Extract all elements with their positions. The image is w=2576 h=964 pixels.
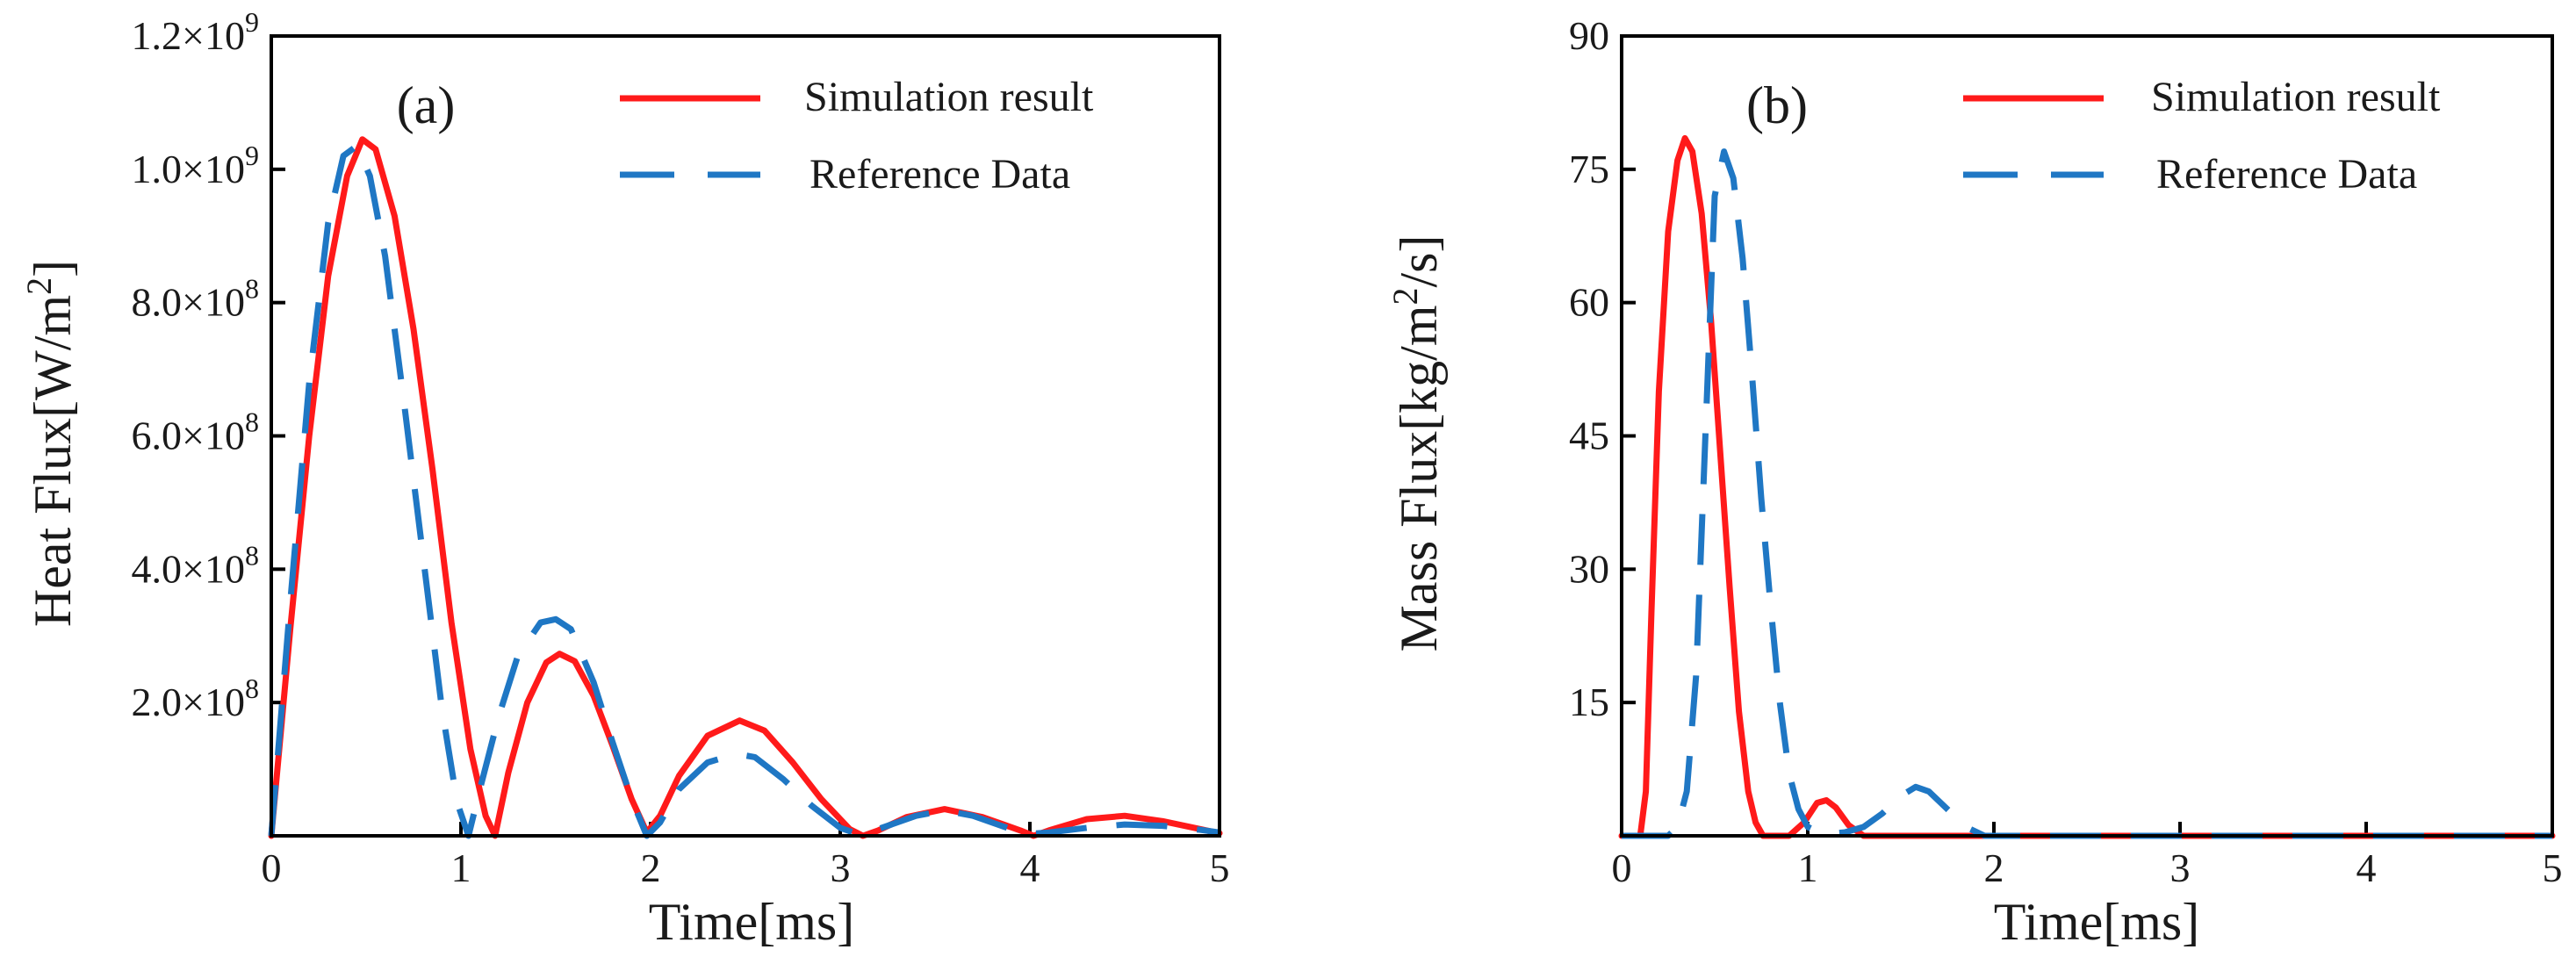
y-tick-label: 75 <box>1569 147 1609 191</box>
simulation-series-line <box>268 136 1223 839</box>
y-tick-label: 4.0×108 <box>132 539 259 591</box>
legend-simulation-label: Simulation result <box>2151 74 2441 120</box>
series-group <box>268 136 1223 839</box>
y-tick-label: 1.2×109 <box>132 6 259 58</box>
reference-series-line <box>1622 148 2552 839</box>
reference-series-line <box>268 142 1220 839</box>
x-tick-label: 1 <box>1798 845 1818 890</box>
x-tick-label: 2 <box>1984 845 2004 890</box>
plot-frame <box>1620 34 2554 838</box>
x-axis-title: Time[ms] <box>1994 893 2200 951</box>
x-tick-label: 1 <box>451 845 471 890</box>
series-group <box>1618 134 2556 839</box>
y-tick-label: 6.0×108 <box>132 406 259 458</box>
y-tick-label: 1.0×109 <box>132 140 259 191</box>
mass-flux-chart: Mass Flux[kg/m2/s] Time[ms] (b) 0 1 2 3 4 515… <box>1385 13 2563 951</box>
x-axis-title: Time[ms] <box>649 893 855 951</box>
x-tick-label: 4 <box>2357 845 2377 890</box>
y-tick-label: 45 <box>1569 414 1609 458</box>
y-tick-label: 15 <box>1569 680 1609 724</box>
legend: Simulation result Reference Data <box>1963 74 2441 198</box>
y-tick-label: 2.0×108 <box>132 673 259 724</box>
y-axis-title: Heat Flux[W/m2] <box>19 260 82 627</box>
x-tick-label: 5 <box>2543 845 2563 890</box>
x-tick-label: 2 <box>641 845 661 890</box>
legend-reference-label: Reference Data <box>2156 151 2417 198</box>
plot-frame <box>270 34 1221 838</box>
x-tick-label: 3 <box>2170 845 2191 890</box>
tick-group: 0 1 2 3 4 5 2.0×108 4.0×108 6.0×108 8.0×108 1.0×10… <box>132 6 1230 890</box>
legend-simulation-label: Simulation result <box>804 74 1094 120</box>
legend: Simulation result Reference Data <box>620 74 1094 198</box>
x-tick-label: 4 <box>1020 845 1040 890</box>
heat-flux-chart: Heat Flux[W/m2] Time[ms] (a) 0 1 2 3 4 5 2.0×1… <box>19 6 1230 951</box>
x-tick-label: 3 <box>831 845 851 890</box>
panel-label: (a) <box>397 76 456 134</box>
x-tick-label: 5 <box>1210 845 1230 890</box>
y-tick-label: 90 <box>1569 13 1609 58</box>
y-axis-title: Mass Flux[kg/m2/s] <box>1385 234 1448 651</box>
y-tick-label: 60 <box>1569 280 1609 325</box>
legend-reference-label: Reference Data <box>809 151 1070 198</box>
y-tick-label: 8.0×108 <box>132 273 259 325</box>
x-tick-label: 0 <box>1612 845 1632 890</box>
y-tick-label: 30 <box>1569 546 1609 591</box>
panel-label: (b) <box>1746 76 1808 134</box>
x-tick-label: 0 <box>262 845 282 890</box>
